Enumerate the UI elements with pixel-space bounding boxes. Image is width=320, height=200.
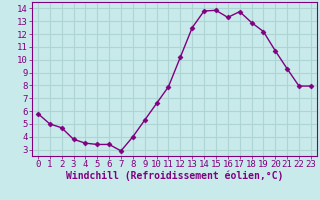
X-axis label: Windchill (Refroidissement éolien,°C): Windchill (Refroidissement éolien,°C)	[66, 171, 283, 181]
